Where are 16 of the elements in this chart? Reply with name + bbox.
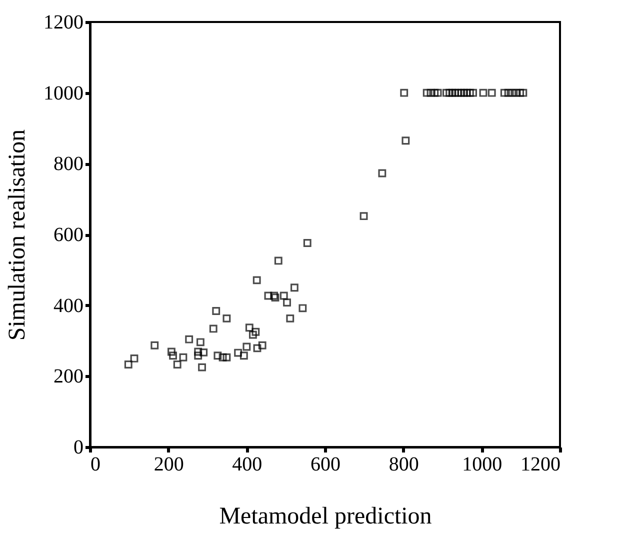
x-tick-label: 800 (388, 454, 419, 476)
y-axis-title: Simulation realisation (4, 129, 30, 341)
y-tick-label: 400 (54, 294, 84, 317)
y-tick-label: 1000 (44, 82, 84, 104)
y-tick-label: 200 (54, 366, 84, 388)
y-tick-label: 0 (74, 436, 84, 458)
y-tick-label: 1200 (44, 12, 84, 34)
x-tick-label: 0 (90, 454, 100, 476)
x-tick-label: 400 (232, 454, 262, 476)
x-tick-label: 1200 (520, 454, 560, 476)
x-tick-label: 600 (310, 454, 340, 476)
y-tick-label: 600 (54, 224, 84, 246)
x-tick-label: 1000 (462, 454, 502, 476)
y-tick-label: 800 (54, 153, 84, 176)
x-tick-label: 200 (154, 454, 184, 476)
x-axis-title: Metamodel prediction (219, 504, 432, 530)
